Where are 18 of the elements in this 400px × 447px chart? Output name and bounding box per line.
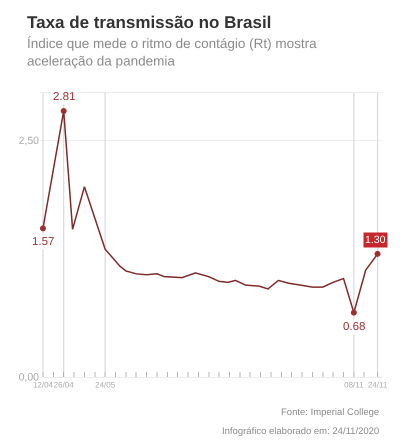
point: [60, 108, 67, 114]
x-tick-label: 12/04: [32, 380, 54, 390]
y-tick-label: 2,50: [18, 135, 40, 148]
x-tick-label: 24/05: [95, 380, 116, 390]
x-tick-label: 08/11: [344, 380, 364, 390]
x-tick-label: 26/04: [54, 380, 74, 390]
x-tick-label: 24/11: [368, 380, 388, 390]
data-label: 0.68: [343, 321, 366, 333]
chart-title: Taxa de transmissão no Brasil: [27, 13, 272, 32]
chart-subtitle: Índice que mede o ritmo de contágio (Rt) mostra aceleração da pandemia: [27, 36, 318, 69]
data-label: 1.57: [32, 236, 54, 248]
data-label: 1.30: [365, 234, 386, 246]
source-note: Fonte: Imperial College: [281, 407, 380, 418]
data-label: 2.81: [53, 91, 76, 103]
text: Infográfico elaborado em: 24/11/2020: [222, 426, 380, 437]
point: [40, 225, 46, 232]
point: [374, 250, 381, 257]
point: [350, 310, 357, 316]
